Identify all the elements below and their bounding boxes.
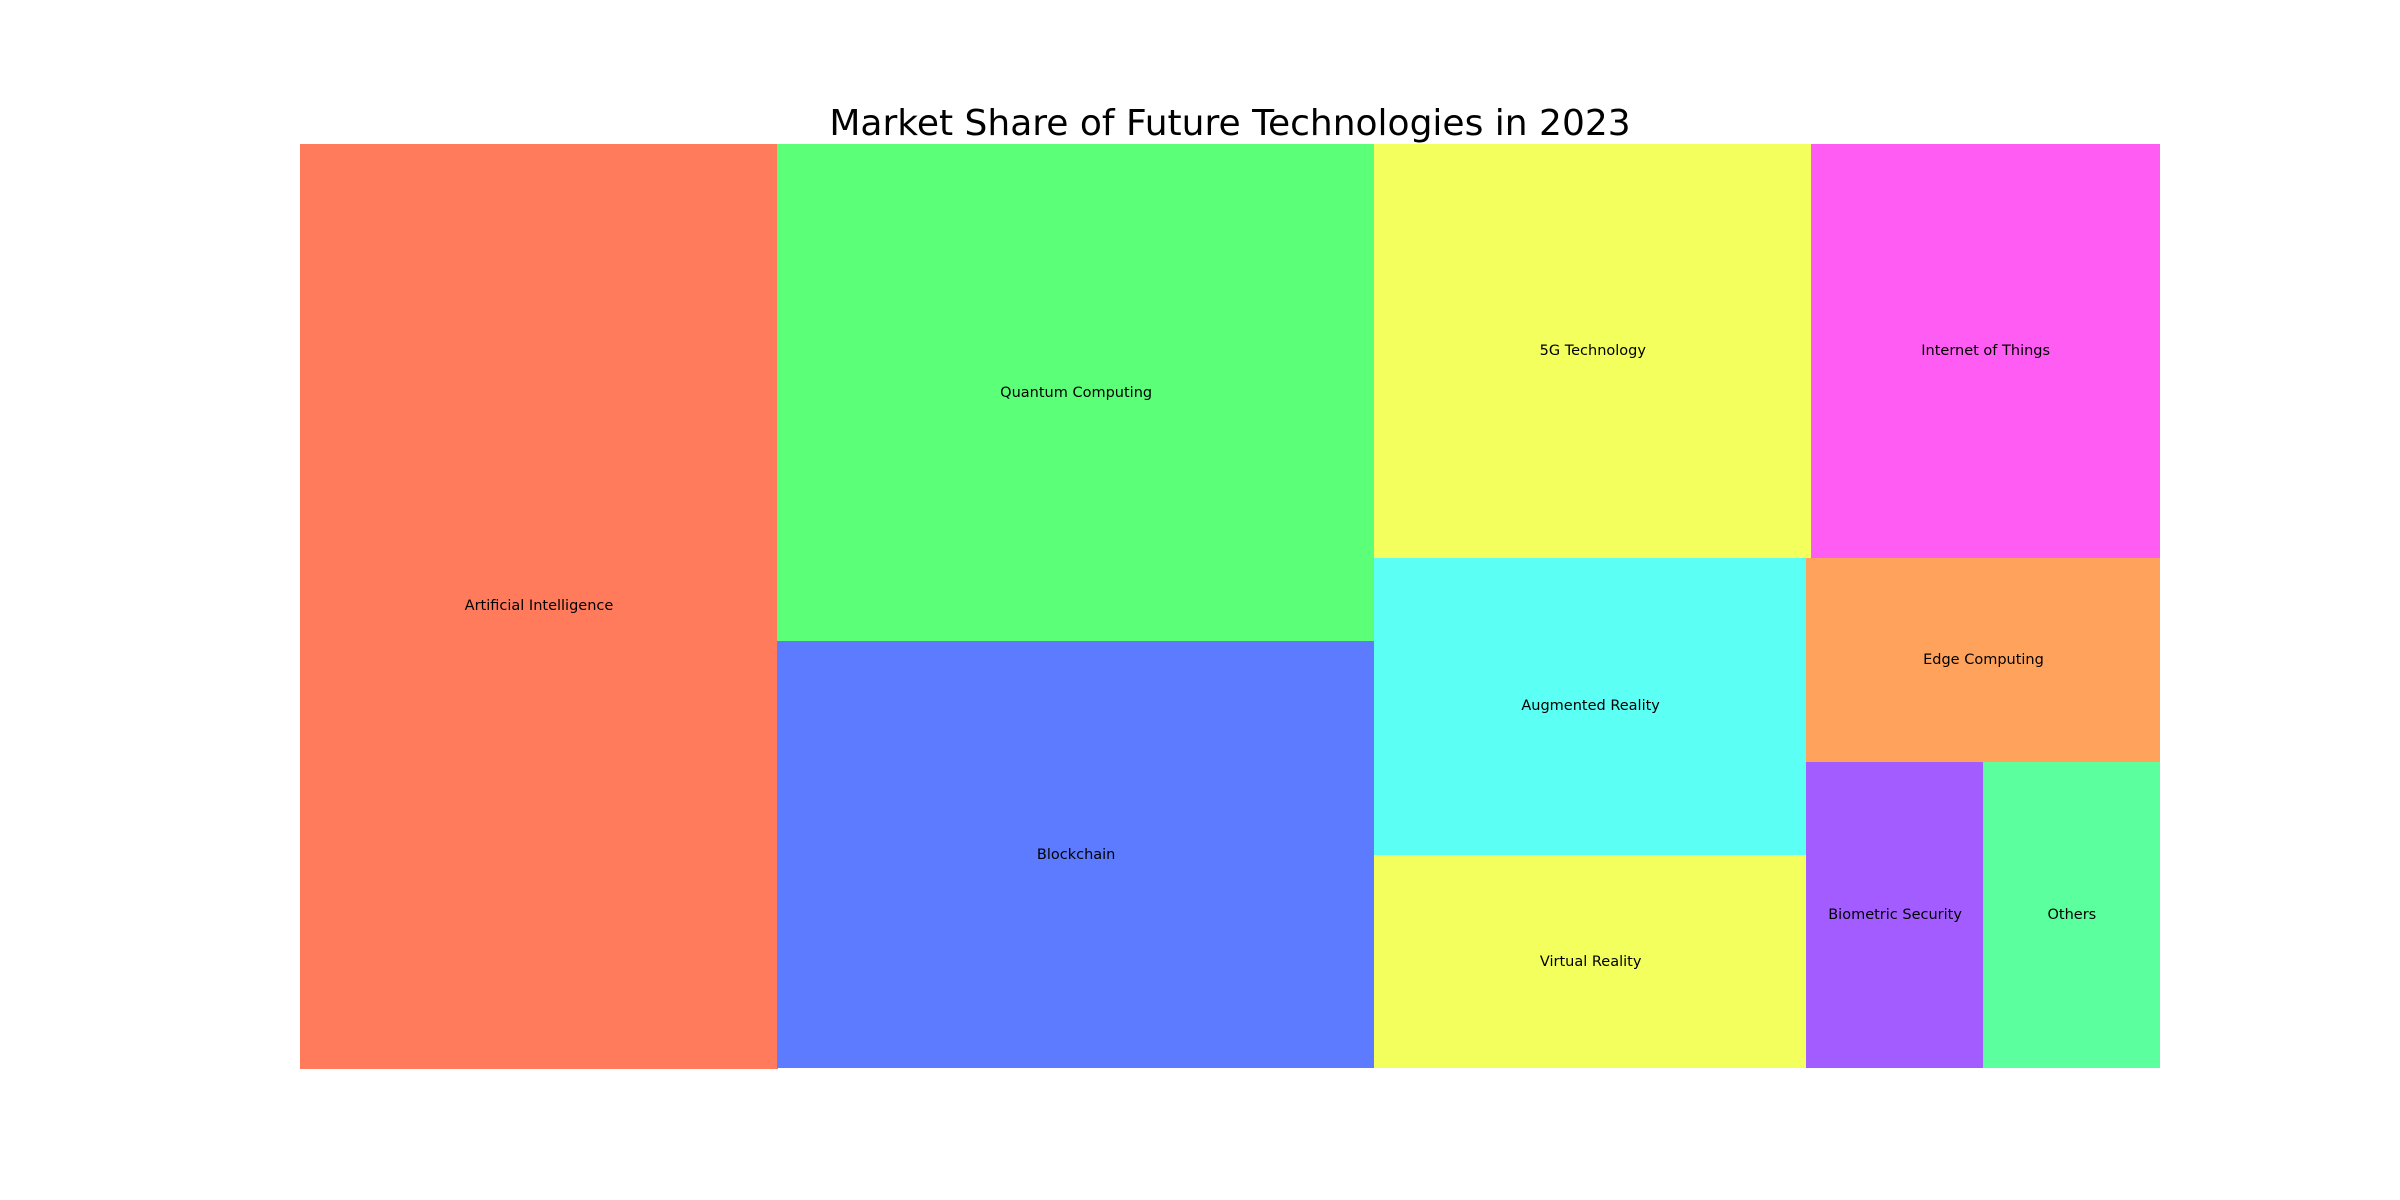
treemap-tile-label: Edge Computing <box>1923 651 2044 668</box>
chart-title: Market Share of Future Technologies in 2… <box>829 103 1631 144</box>
treemap-tile-virtual-reality: Virtual Reality <box>1374 854 1807 1069</box>
treemap-tile-5g-technology: 5G Technology <box>1374 144 1812 558</box>
treemap-tile-label: Virtual Reality <box>1539 953 1642 970</box>
treemap-tile-label: Internet of Things <box>1921 343 2051 359</box>
treemap-tile-quantum-computing: Quantum Computing <box>777 144 1375 642</box>
treemap-tile-label: Quantum Computing <box>1000 384 1153 401</box>
treemap-tile-artificial-intelligence: Artificial Intelligence <box>300 144 778 1069</box>
treemap-tile-label: Artificial Intelligence <box>464 598 614 615</box>
treemap-tile-biometric-security: Biometric Security <box>1806 761 1984 1069</box>
treemap-tile-label: 5G Technology <box>1539 343 1646 359</box>
treemap-tile-label: Others <box>2047 907 2097 924</box>
treemap-tile-augmented-reality: Augmented Reality <box>1374 557 1807 856</box>
treemap-tile-edge-computing: Edge Computing <box>1806 557 2161 763</box>
treemap-tile-label: Biometric Security <box>1828 907 1962 924</box>
treemap-tile-label: Augmented Reality <box>1521 698 1660 715</box>
treemap-tile-blockchain: Blockchain <box>777 641 1375 1069</box>
treemap-tile-internet-of-things: Internet of Things <box>1810 144 2161 558</box>
treemap-plot-area: Artificial Intelligence Quantum Computing… <box>300 144 2161 1069</box>
treemap-tile-label: Blockchain <box>1036 846 1116 863</box>
treemap-tile-others: Others <box>1983 761 2161 1069</box>
